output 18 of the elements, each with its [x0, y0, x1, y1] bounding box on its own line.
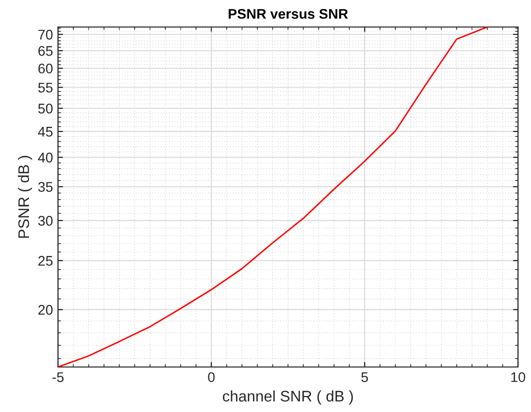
y-tick-label: 70 [38, 30, 53, 40]
y-tick-label: 35 [38, 182, 53, 192]
chart-title: PSNR versus SNR [228, 8, 348, 19]
y-tick-label: 25 [38, 256, 53, 266]
y-tick-label: 60 [38, 64, 53, 74]
y-tick-label: 40 [38, 152, 53, 162]
y-tick-label: 65 [38, 46, 53, 56]
y-tick-label: 45 [38, 126, 53, 137]
y-tick-label: 30 [38, 216, 53, 226]
x-tick-label: 5 [361, 372, 368, 382]
x-tick-label: -5 [52, 372, 64, 382]
y-axis-title: PSNR ( dB ) [18, 156, 32, 238]
x-axis-title: channel SNR ( dB ) [222, 390, 353, 405]
y-tick-label: 50 [38, 104, 53, 114]
x-tick-label: 0 [208, 372, 215, 382]
x-tick-label: 10 [511, 372, 526, 382]
y-tick-label: 20 [38, 304, 53, 315]
y-tick-label: 55 [38, 82, 53, 93]
